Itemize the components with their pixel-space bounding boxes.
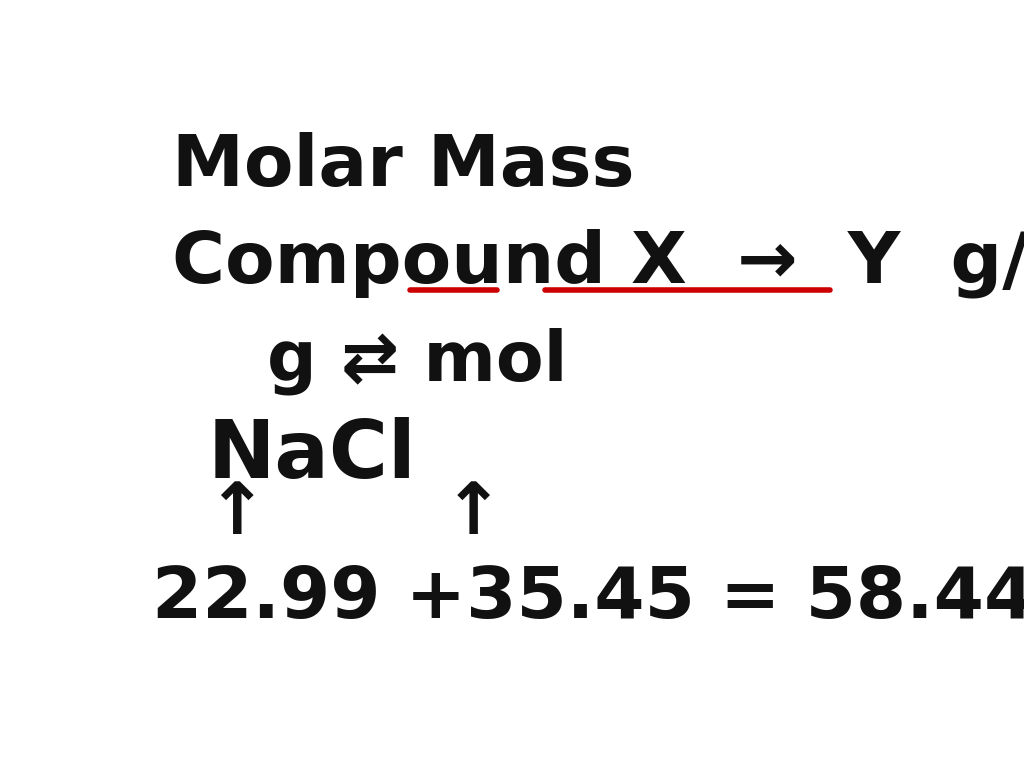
Text: Compound X  →  Y  g/mol: Compound X → Y g/mol: [172, 229, 1024, 299]
Text: 22.99 +35.45 = 58.44 g/mol: 22.99 +35.45 = 58.44 g/mol: [152, 563, 1024, 633]
Text: Molar Mass: Molar Mass: [172, 131, 634, 200]
Text: NaCl: NaCl: [207, 417, 416, 495]
Text: ↑       ↑: ↑ ↑: [207, 481, 504, 549]
Text: g ⇄ mol: g ⇄ mol: [267, 327, 567, 395]
